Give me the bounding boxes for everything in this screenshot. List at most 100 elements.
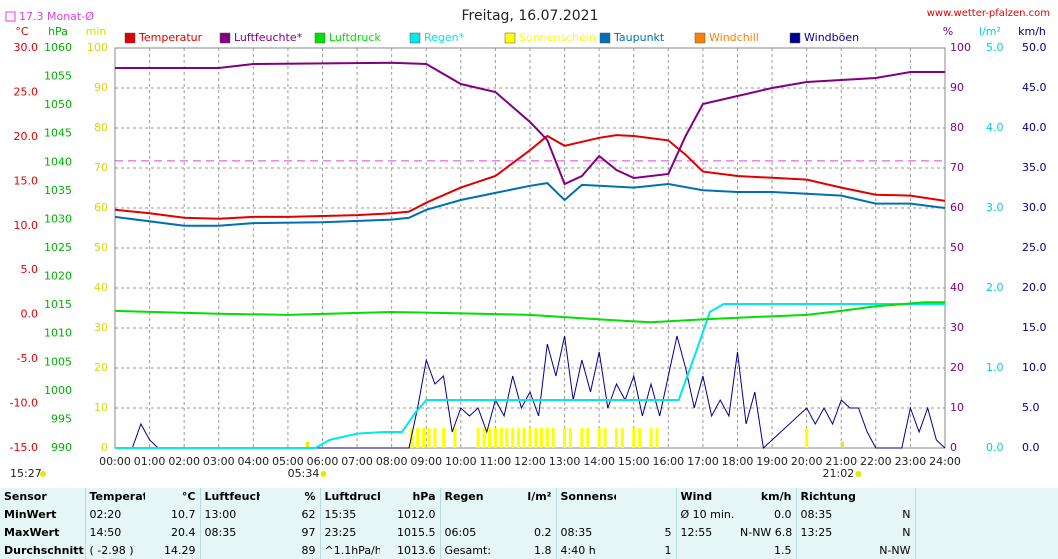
table-cell: km/h [736, 488, 797, 506]
table-cell: 1012.0 [380, 505, 441, 524]
legend-label: Regen* [424, 31, 465, 44]
x-tick-label: 22:00 [860, 455, 892, 468]
table-cell: 1.5 [736, 541, 797, 559]
table-cell: 62 [260, 505, 321, 524]
sun-bar [534, 428, 538, 448]
sun-bar [505, 428, 509, 448]
sun-bar [545, 428, 549, 448]
x-tick-label: 00:00 [99, 455, 131, 468]
y-tick-label: 40 [94, 281, 108, 294]
table-cell: Regen [444, 490, 484, 504]
y-tick-label: 45.0 [1022, 81, 1047, 94]
table-cell [496, 505, 557, 524]
y-tick-label: 1035 [44, 184, 72, 197]
y-tick-label: 1030 [44, 212, 72, 225]
y-tick-label: 15.0 [1022, 321, 1047, 334]
x-tick-label: 24:00 [929, 455, 961, 468]
y-tick-label: 1015 [44, 298, 72, 311]
y-tick-label: 1025 [44, 241, 72, 254]
y-tick-label: 20.0 [14, 130, 39, 143]
legend-label: Sonnenschein [519, 31, 596, 44]
y-tick-label: 70 [94, 161, 108, 174]
y-tick-label: 10.0 [1022, 361, 1047, 374]
x-tick-label: 18:00 [722, 455, 754, 468]
y-tick-label: 5.0 [1022, 401, 1040, 414]
y-tick-label: 50.0 [1022, 41, 1047, 54]
table-cell: 06:05 [444, 525, 477, 539]
table-cell: N-NW 6.8 [736, 523, 797, 542]
y-tick-label: 20.0 [1022, 281, 1047, 294]
axis-unit: hPa [48, 25, 68, 38]
y-tick-label: 30.0 [14, 41, 39, 54]
table-cell: 1 [616, 541, 677, 559]
table-cell: 4:40 h [560, 543, 596, 557]
y-tick-label: 1060 [44, 41, 72, 54]
table-cell [676, 541, 736, 559]
y-tick-label: 15.0 [14, 174, 39, 187]
table-cell: 1013.6 [380, 541, 441, 559]
table-pad [915, 506, 1058, 524]
sun-bar [620, 428, 624, 448]
legend-swatch [789, 32, 801, 44]
avg-icon [5, 11, 16, 22]
sun-bar [597, 428, 601, 448]
legend-label: Luftdruck [329, 31, 381, 44]
table-cell: 10.7 [145, 505, 201, 524]
table-cell: Gesamt: [444, 543, 492, 557]
source: www.wetter-pfalzen.com [927, 8, 1050, 19]
sun-bar [563, 428, 567, 448]
table-cell: 08:35 [204, 525, 237, 539]
table-cell: N-NW [856, 541, 916, 559]
table-cell [796, 541, 856, 559]
sun-bar [416, 428, 420, 448]
table-cell [616, 488, 677, 506]
avg-label: 17.3 Monat-Ø [19, 10, 94, 23]
sun-bar [453, 428, 457, 448]
table-cell: 13:00 [204, 508, 237, 522]
table-cell: 5 [616, 523, 677, 542]
sun-bar [427, 428, 431, 448]
x-tick-label: 07:00 [341, 455, 373, 468]
y-tick-label: 0.0 [1022, 441, 1040, 454]
table-cell: 08:35 [560, 525, 593, 539]
sun-time: 05:34 [288, 467, 320, 480]
legend-label: Windchill [709, 31, 759, 44]
stats-table: SensorTemperatur°CLuftfeuchte%Luftdruckh… [0, 488, 1058, 559]
y-tick-label: 1000 [44, 384, 72, 397]
table-cell: Sensor [0, 488, 86, 506]
sun-bar [410, 428, 414, 448]
x-tick-label: 13:00 [549, 455, 581, 468]
sun-bar [655, 428, 659, 448]
y-tick-label: 60 [94, 201, 108, 214]
y-tick-label: 25.0 [14, 85, 39, 98]
x-tick-label: 08:00 [376, 455, 408, 468]
sun-bar [614, 428, 618, 448]
y-tick-label: 50 [950, 241, 964, 254]
table-cell: N [856, 523, 916, 542]
y-tick-label: 10 [950, 401, 964, 414]
y-tick-label: 990 [51, 441, 72, 454]
y-tick-label: 20 [950, 361, 964, 374]
sun-bar [539, 428, 543, 448]
y-tick-label: 1005 [44, 355, 72, 368]
y-tick-label: 2.0 [986, 281, 1004, 294]
x-tick-label: 11:00 [480, 455, 512, 468]
y-tick-label: 1045 [44, 127, 72, 140]
x-tick-label: 02:00 [168, 455, 200, 468]
legend-swatch [124, 32, 136, 44]
table-cell: N [856, 505, 916, 524]
legend-label: Windböen [804, 31, 859, 44]
table-cell: Durchschnitt [0, 541, 86, 559]
table-cell: MinWert [0, 505, 86, 524]
y-tick-label: 50 [94, 241, 108, 254]
table-cell: 15:35 [324, 508, 357, 522]
y-tick-label: 5.0 [986, 41, 1004, 54]
axis-unit: km/h [1018, 25, 1046, 38]
sun-bar [551, 428, 555, 448]
sun-icon [40, 471, 46, 477]
table-cell: ( -2.98 ) [89, 543, 134, 557]
y-tick-label: -10.0 [10, 397, 38, 410]
sun-bar [528, 428, 532, 448]
sun-bar [632, 428, 636, 448]
